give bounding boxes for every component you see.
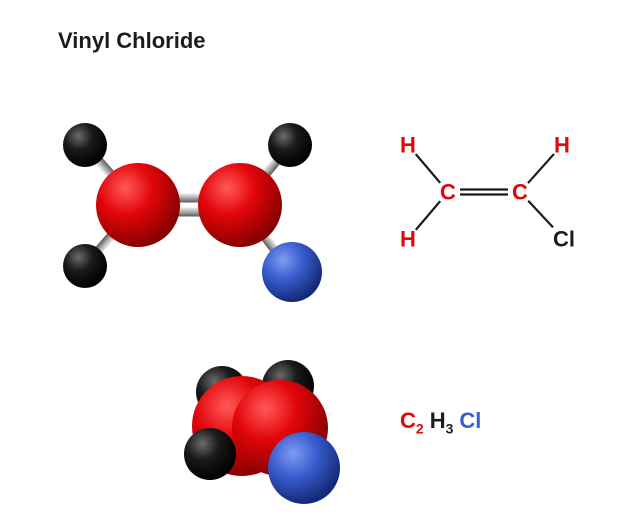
svg-text:H: H <box>400 133 416 158</box>
ball-stick-model <box>30 90 340 320</box>
formula-part: H3 <box>430 408 454 433</box>
svg-text:C: C <box>440 180 456 205</box>
page-title: Vinyl Chloride <box>58 28 206 54</box>
structural-formula: CCHHHCl <box>370 120 600 260</box>
svg-text:H: H <box>400 227 416 252</box>
molecular-formula: C2H3Cl <box>400 408 487 436</box>
formula-part: Cl <box>459 408 481 433</box>
svg-text:H: H <box>554 133 570 158</box>
structural-svg: CCHHHCl <box>370 120 600 260</box>
spacefill-svg <box>170 340 350 510</box>
ball-stick-svg <box>30 90 340 320</box>
formula-part: C2 <box>400 408 424 433</box>
spacefill-model <box>170 340 350 510</box>
svg-text:C: C <box>512 180 528 205</box>
svg-text:Cl: Cl <box>553 227 575 252</box>
